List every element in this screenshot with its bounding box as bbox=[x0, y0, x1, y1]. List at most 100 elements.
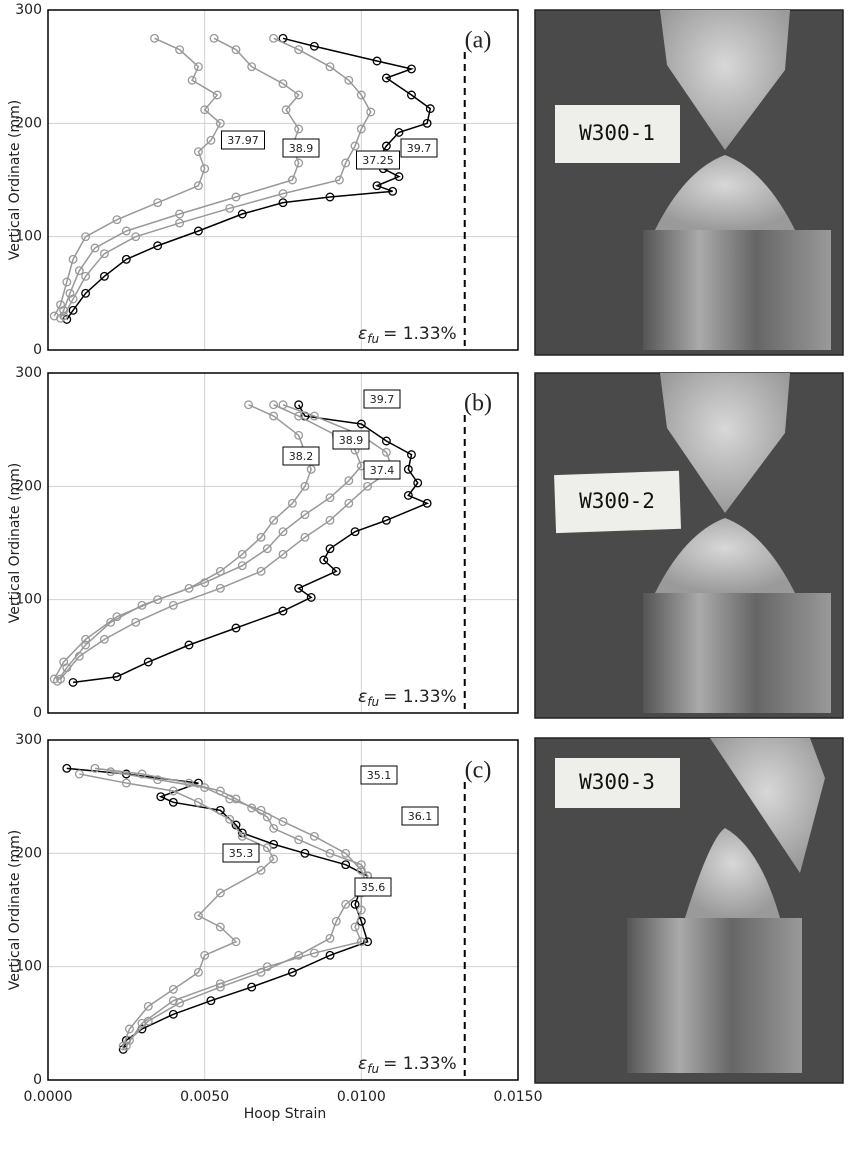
data-point bbox=[106, 767, 116, 777]
plot-frame bbox=[47, 372, 519, 714]
data-point bbox=[209, 33, 219, 43]
x-axis-title: Hoop Strain bbox=[244, 1106, 326, 1122]
data-point bbox=[193, 181, 203, 191]
y-axis-title: Vertical Ordinate (mm) bbox=[7, 100, 23, 260]
specimen-top bbox=[660, 10, 790, 150]
data-point bbox=[325, 933, 335, 943]
series-label: 38.2 bbox=[289, 450, 314, 463]
data-point bbox=[413, 478, 423, 488]
series-line bbox=[63, 37, 372, 317]
data-point bbox=[193, 911, 203, 921]
data-point bbox=[81, 232, 91, 242]
data-point bbox=[278, 817, 288, 827]
series-label: 38.9 bbox=[289, 142, 314, 155]
data-point bbox=[168, 984, 178, 994]
data-point bbox=[325, 544, 335, 554]
data-point bbox=[237, 561, 247, 571]
data-point bbox=[363, 937, 373, 947]
data-point bbox=[325, 62, 335, 72]
series-line bbox=[66, 37, 432, 320]
data-point bbox=[356, 419, 366, 429]
data-point bbox=[59, 311, 69, 321]
data-point bbox=[215, 583, 225, 593]
data-point bbox=[344, 75, 354, 85]
data-point bbox=[231, 937, 241, 947]
data-point bbox=[215, 888, 225, 898]
data-point bbox=[193, 967, 203, 977]
data-point bbox=[309, 831, 319, 841]
data-point bbox=[363, 481, 373, 491]
data-point bbox=[68, 254, 78, 264]
panel-label: (c) bbox=[465, 758, 492, 784]
series-label: 35.3 bbox=[229, 847, 254, 860]
data-point bbox=[256, 532, 266, 542]
limit-value: = 1.33% bbox=[383, 324, 457, 344]
series-label: 36.1 bbox=[408, 810, 433, 823]
data-point bbox=[262, 962, 272, 972]
data-point bbox=[341, 860, 351, 870]
y-axis-title: Vertical Ordinate (mm) bbox=[7, 830, 23, 990]
limit-subscript: fu bbox=[367, 332, 379, 346]
series-label: 37.25 bbox=[362, 154, 394, 167]
y-axis-title: Vertical Ordinate (mm) bbox=[7, 463, 23, 623]
data-point bbox=[193, 147, 203, 157]
label-box bbox=[332, 430, 370, 450]
data-point bbox=[294, 950, 304, 960]
data-point bbox=[193, 797, 203, 807]
data-point bbox=[125, 1024, 134, 1034]
data-point bbox=[212, 90, 222, 100]
y-tick-label: 0 bbox=[33, 342, 42, 358]
data-point bbox=[344, 476, 354, 486]
data-point bbox=[125, 1035, 134, 1045]
data-point bbox=[200, 783, 210, 793]
data-point bbox=[306, 464, 316, 474]
data-point bbox=[143, 1001, 153, 1011]
plot-frame bbox=[47, 739, 519, 1081]
data-point bbox=[118, 1041, 128, 1051]
data-point bbox=[168, 600, 178, 610]
panel-label: (b) bbox=[464, 391, 492, 417]
data-point bbox=[153, 198, 163, 208]
data-point bbox=[168, 786, 178, 796]
y-tick-label: 200 bbox=[15, 845, 42, 861]
data-point bbox=[381, 447, 391, 457]
label-box bbox=[282, 446, 320, 466]
data-point bbox=[422, 498, 432, 508]
data-point bbox=[193, 226, 203, 236]
data-point bbox=[287, 175, 297, 185]
series-line bbox=[59, 404, 394, 680]
data-point bbox=[407, 90, 416, 100]
data-point bbox=[309, 411, 319, 421]
data-point bbox=[112, 672, 122, 682]
data-point bbox=[381, 436, 391, 446]
data-point bbox=[269, 854, 279, 864]
data-point bbox=[356, 905, 366, 915]
data-point bbox=[309, 41, 319, 51]
data-point bbox=[269, 823, 279, 833]
limit-subscript: fu bbox=[367, 1062, 379, 1076]
data-point bbox=[237, 549, 247, 559]
data-point bbox=[262, 544, 272, 554]
data-point bbox=[278, 400, 288, 410]
data-point bbox=[231, 623, 241, 633]
data-point bbox=[74, 651, 84, 661]
data-point bbox=[247, 62, 257, 72]
data-point bbox=[175, 218, 185, 228]
data-point bbox=[294, 411, 304, 421]
data-point bbox=[294, 430, 304, 440]
data-point bbox=[99, 249, 109, 259]
label-box bbox=[363, 460, 401, 480]
series-label: 39.7 bbox=[407, 142, 432, 155]
data-point bbox=[325, 515, 335, 525]
photo: W300-2 bbox=[534, 372, 844, 719]
data-point bbox=[300, 848, 310, 858]
data-point bbox=[200, 164, 210, 174]
data-point bbox=[294, 400, 304, 410]
data-point bbox=[350, 922, 360, 932]
data-point bbox=[200, 578, 210, 588]
data-point bbox=[356, 937, 366, 947]
label-box bbox=[356, 150, 400, 170]
y-tick-label: 0 bbox=[33, 1072, 42, 1088]
data-point bbox=[225, 814, 235, 824]
